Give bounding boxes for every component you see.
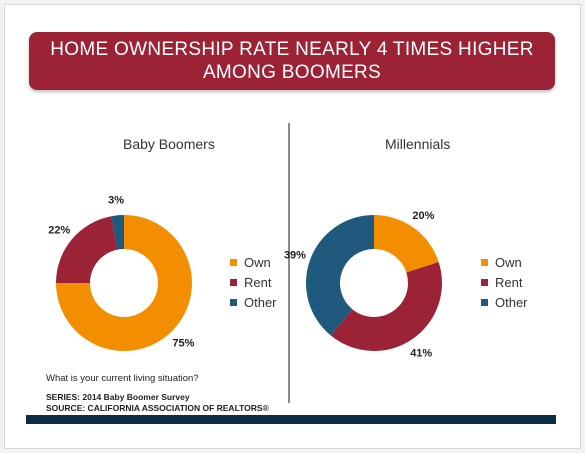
legend-swatch-other	[230, 298, 237, 306]
slice-label-rent: 22%	[48, 224, 70, 236]
legend-label-other: Other	[244, 294, 277, 310]
boomers-chart-title: Baby Boomers	[123, 136, 215, 152]
donut-slice-own	[374, 215, 439, 273]
series-note: SERIES: 2014 Baby Boomer Survey	[46, 392, 190, 402]
legend-label-own: Own	[495, 254, 522, 270]
legend-label-own: Own	[244, 254, 271, 270]
title-line-2: AMONG BOOMERS	[202, 62, 382, 83]
panel-divider	[288, 123, 290, 403]
legend-item-own: Own	[230, 252, 277, 272]
footer-bar	[26, 415, 556, 424]
legend-swatch-other	[481, 298, 488, 306]
millennials-legend: Own Rent Other	[481, 252, 528, 312]
legend-item-rent: Rent	[230, 272, 277, 292]
slice-label-rent: 41%	[410, 347, 432, 359]
title-line-1: HOME OWNERSHIP RATE NEARLY 4 TIMES HIGHE…	[50, 39, 534, 60]
donut-slice-rent	[56, 216, 118, 283]
donut-slice-other	[305, 215, 374, 336]
boomers-donut: 75% 22% 3%	[48, 194, 195, 351]
legend-swatch-own	[481, 258, 488, 266]
legend-item-rent: Rent	[481, 272, 528, 292]
legend-label-rent: Rent	[495, 274, 523, 290]
legend-label-other: Other	[495, 294, 528, 310]
legend-item-other: Other	[230, 292, 277, 312]
boomers-legend: Own Rent Other	[230, 252, 277, 312]
donut-slice-other	[111, 215, 124, 250]
legend-swatch-rent	[481, 278, 488, 286]
millennials-chart-title: Millennials	[385, 136, 451, 152]
legend-item-other: Other	[481, 292, 528, 312]
survey-question: What is your current living situation?	[46, 373, 199, 384]
donut-slice-rent	[330, 261, 443, 352]
slice-label-own: 75%	[172, 337, 194, 349]
legend-swatch-own	[230, 258, 237, 266]
donut-slice-own	[56, 215, 192, 351]
slice-label-other: 39%	[284, 250, 306, 262]
legend-label-rent: Rent	[244, 274, 272, 290]
source-note: SOURCE: CALIFORNIA ASSOCIATION OF REALTO…	[46, 403, 269, 413]
legend-item-own: Own	[481, 252, 528, 272]
millennials-donut: 20% 41% 39%	[284, 210, 443, 359]
legend-swatch-rent	[230, 278, 237, 286]
slice-label-other: 3%	[108, 194, 124, 206]
title-banner: HOME OWNERSHIP RATE NEARLY 4 TIMES HIGHE…	[29, 32, 555, 90]
slice-label-own: 20%	[412, 210, 434, 222]
